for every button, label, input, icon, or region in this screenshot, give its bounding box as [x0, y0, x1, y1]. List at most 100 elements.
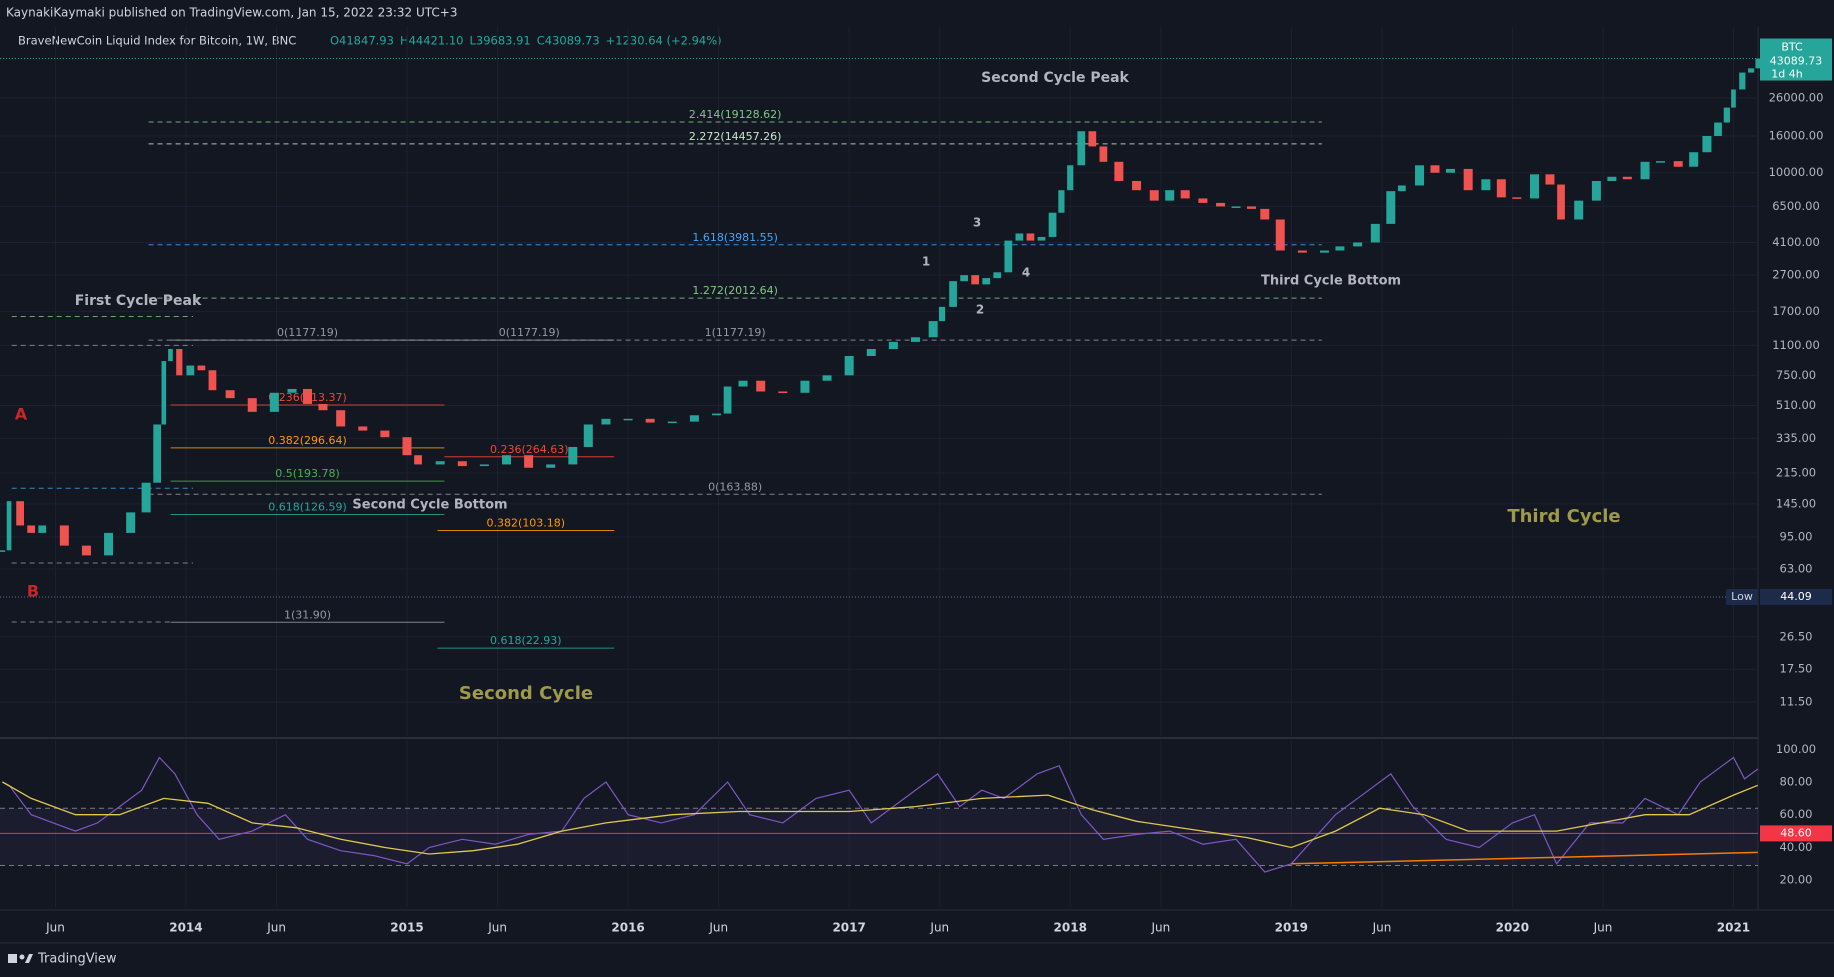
candle — [197, 365, 206, 371]
publisher: KaynakiKaymaki published on TradingView.… — [6, 6, 457, 20]
fib-label: 0.236(264.63) — [490, 443, 569, 456]
fib-label: 1(31.90) — [284, 608, 331, 621]
candle — [269, 392, 279, 412]
candle — [104, 532, 114, 556]
x-tick-label: Jun — [266, 921, 286, 935]
fib-label: 1.272(2012.64) — [692, 284, 778, 297]
ohlc-value: O41847.93 — [330, 34, 394, 48]
candle — [1026, 233, 1035, 241]
ohlc-value: C43089.73 — [537, 34, 600, 48]
candle — [1335, 246, 1345, 251]
candle — [1430, 165, 1440, 173]
candle — [1058, 190, 1065, 213]
candle — [960, 275, 968, 282]
candle — [1037, 236, 1046, 241]
candle — [38, 525, 47, 533]
ohlc-value: H44421.10 — [400, 34, 464, 48]
fib-label: 0.5(193.78) — [275, 467, 340, 480]
annotation: A — [15, 405, 28, 424]
candle — [1529, 174, 1539, 199]
annotation: Second Cycle Peak — [981, 70, 1129, 86]
candle — [667, 421, 677, 424]
candle — [1673, 161, 1683, 167]
candle — [6, 501, 12, 551]
fib-label: 0(163.88) — [708, 480, 762, 493]
candle — [1149, 190, 1159, 201]
candle — [1180, 190, 1190, 199]
candle — [247, 398, 257, 412]
x-tick-label: Jun — [487, 921, 507, 935]
candle — [380, 430, 390, 438]
candle — [457, 461, 467, 467]
candle — [1132, 180, 1142, 191]
candle — [1275, 219, 1285, 251]
candle — [1260, 208, 1270, 220]
candle — [168, 349, 173, 362]
candle — [225, 390, 235, 399]
candle — [723, 386, 732, 414]
x-tick-label: 2015 — [390, 921, 423, 935]
y-tick-label: 215.00 — [1776, 466, 1816, 480]
candle — [1067, 165, 1074, 191]
x-tick-label: 2020 — [1496, 921, 1529, 935]
candle — [1689, 152, 1699, 167]
candle — [0, 550, 6, 552]
last-price: 43089.73 — [1770, 55, 1823, 68]
y-tick-label: 63.00 — [1780, 562, 1813, 576]
candle — [1099, 146, 1108, 162]
y-tick-label: 16000.00 — [1769, 128, 1824, 142]
candle — [1353, 242, 1363, 247]
y-tick-label: 26.50 — [1780, 629, 1813, 643]
candle — [1015, 233, 1024, 241]
x-tick-label: 2017 — [832, 921, 865, 935]
x-tick-label: 2018 — [1054, 921, 1087, 935]
candle — [1755, 58, 1761, 69]
y-tick-label: 510.00 — [1776, 398, 1816, 412]
candle — [888, 341, 898, 350]
annotation: 2 — [976, 303, 984, 317]
rsi-level-label: 48.60 — [1780, 826, 1812, 839]
rsi-tick-label: 20.00 — [1780, 873, 1813, 887]
candle — [303, 388, 313, 404]
candle — [524, 455, 534, 468]
x-tick-label: 2016 — [611, 921, 644, 935]
candle — [778, 391, 788, 393]
candle — [1496, 179, 1506, 198]
candle — [546, 464, 556, 468]
candle — [583, 424, 593, 447]
fib-label: 2.272(14457.26) — [689, 130, 782, 143]
annotation: Third Cycle — [1507, 506, 1620, 527]
candle — [414, 455, 422, 465]
rsi-tick-label: 60.00 — [1780, 807, 1813, 821]
x-tick-label: Jun — [1593, 921, 1613, 935]
candle — [81, 545, 91, 556]
candle — [1445, 168, 1455, 173]
x-tick-label: 2014 — [169, 921, 202, 935]
countdown: 1d 4h — [1771, 68, 1802, 81]
annotation: 1 — [922, 255, 930, 269]
candle — [1723, 107, 1730, 123]
candle — [1247, 206, 1257, 209]
annotation: Second Cycle Bottom — [352, 498, 507, 513]
annotation: 4 — [1022, 266, 1030, 280]
candle — [1481, 179, 1491, 191]
candle — [1640, 161, 1650, 180]
candle — [971, 275, 980, 285]
candle — [287, 388, 297, 393]
symbol-label: BTC — [1781, 41, 1803, 54]
candle — [866, 349, 876, 357]
rsi-line — [2, 756, 1759, 873]
low-value: 44.09 — [1780, 590, 1812, 603]
candle — [1004, 240, 1013, 273]
candle — [689, 415, 699, 422]
candle — [822, 375, 832, 381]
fib-label: 2.414(19128.62) — [689, 108, 782, 121]
candle — [153, 424, 162, 483]
rsi-level-box — [1760, 825, 1832, 842]
candle — [1545, 174, 1555, 185]
y-tick-label: 335.00 — [1776, 431, 1816, 445]
y-tick-label: 145.00 — [1776, 496, 1816, 510]
candle — [1165, 190, 1175, 201]
candle — [1714, 122, 1722, 136]
x-tick-label: Jun — [929, 921, 949, 935]
